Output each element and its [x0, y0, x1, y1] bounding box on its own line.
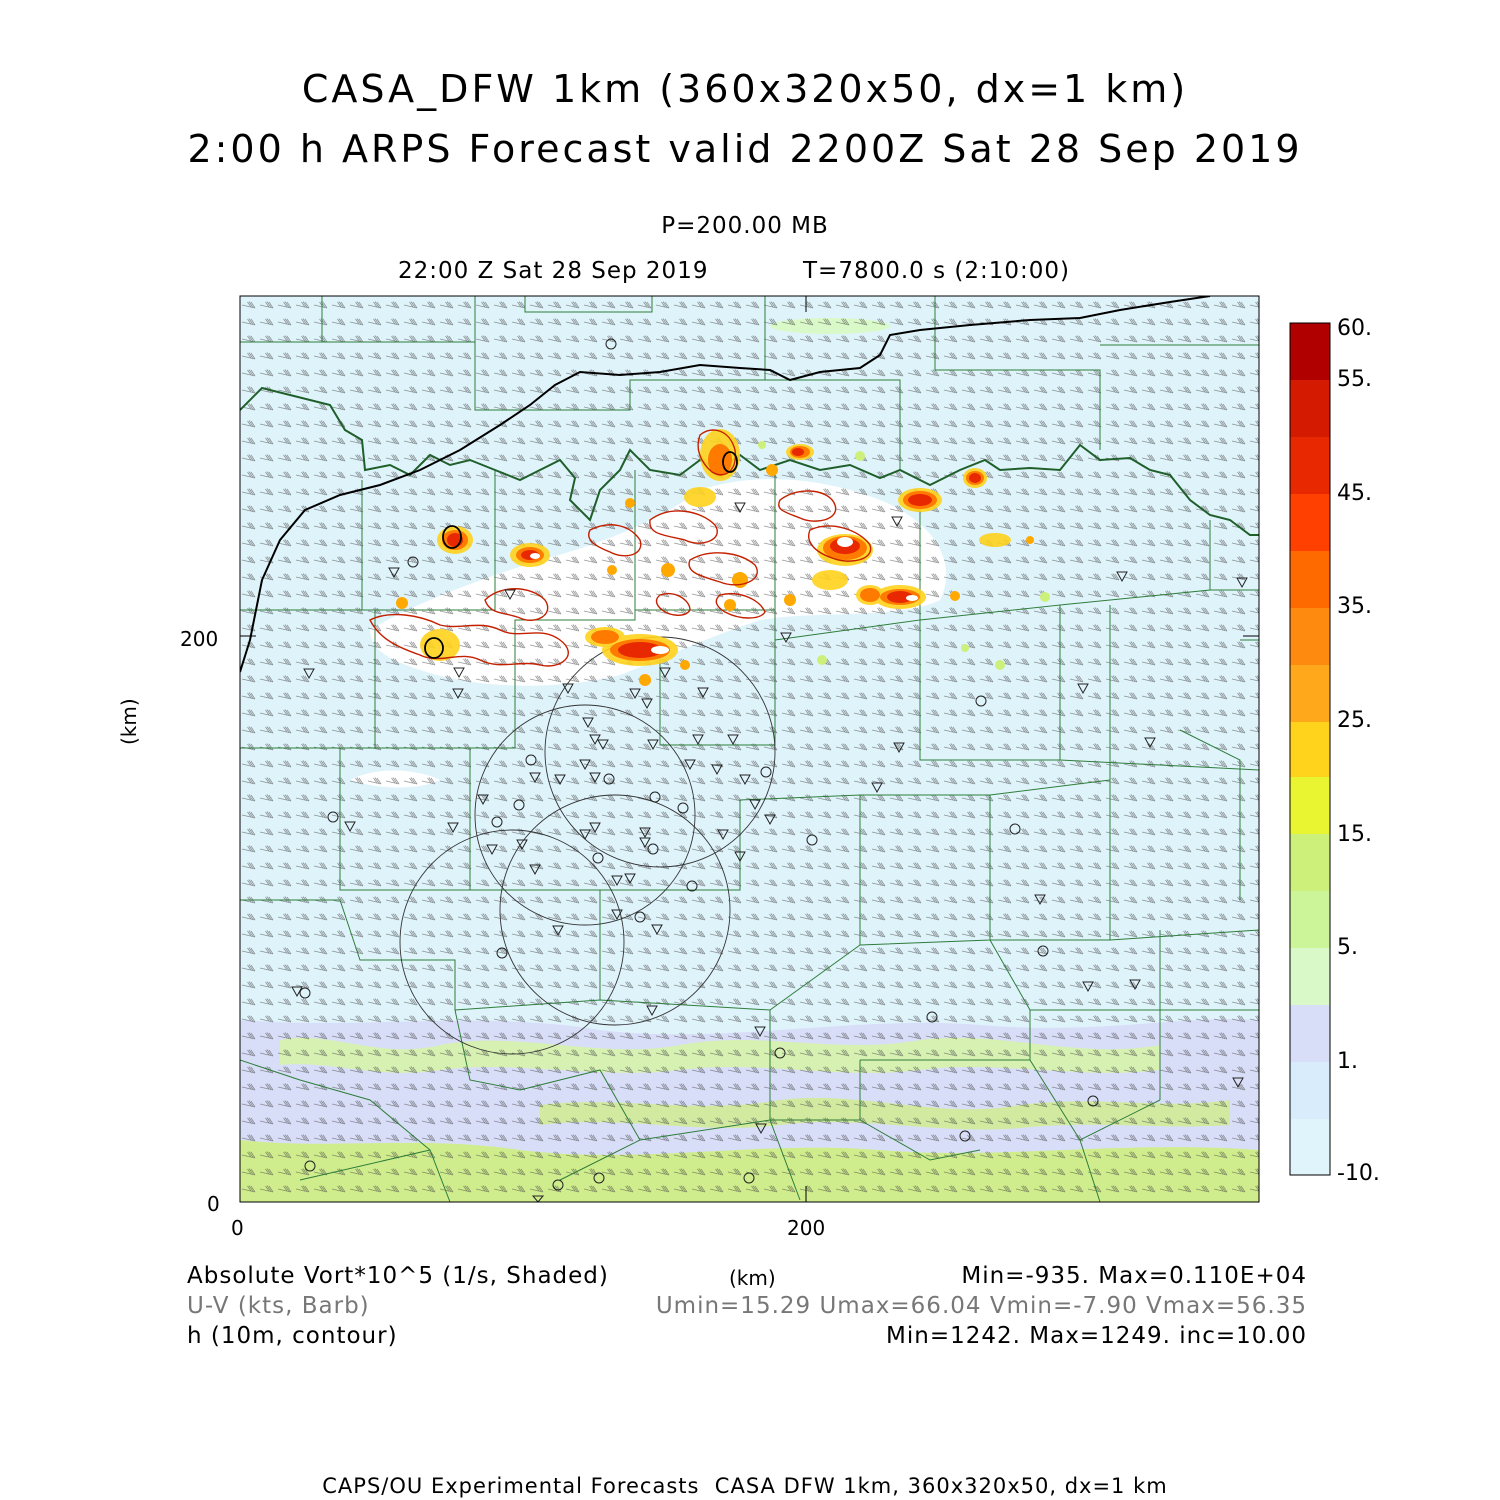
station-markers [291, 338, 1248, 1202]
colorbar-label: 45. [1337, 481, 1372, 506]
colorbar-bin [1290, 665, 1330, 722]
colorbar-label: 35. [1337, 594, 1372, 619]
colorbar-label: -10. [1337, 1161, 1380, 1186]
plot-frame [239, 295, 1260, 1203]
height-contour-line [240, 296, 1211, 673]
vorticity-contours [369, 429, 872, 667]
y-tick-label: 200 [180, 627, 219, 651]
colorbar-bin [1290, 891, 1330, 948]
colorbar-bin [1290, 437, 1330, 494]
y-tick-label: 0 [207, 1192, 220, 1216]
x-axis-label: (km) [729, 1266, 776, 1290]
colorbar-bin [1290, 777, 1330, 834]
pressure-level: P=200.00 MB [661, 213, 829, 239]
x-tick-label: 0 [231, 1216, 244, 1240]
colorbar-label: 5. [1337, 935, 1358, 960]
wind-barbs [240, 296, 1259, 1202]
axis-ticks [240, 296, 1259, 1202]
legend-field-vorticity: Absolute Vort*10^5 (1/s, Shaded) [187, 1263, 609, 1289]
colorbar-bin [1290, 722, 1330, 777]
county-lines [240, 296, 1259, 1202]
map-plot-area [239, 295, 1260, 1203]
legend-field-height: h (10m, contour) [187, 1323, 398, 1349]
colorbar-bin [1290, 834, 1330, 891]
simulation-time: T=7800.0 s (2:10:00) [803, 258, 1071, 284]
height-contour-small [424, 451, 738, 659]
colorbar-label: 60. [1337, 316, 1372, 341]
colorbar-label: 55. [1337, 367, 1372, 392]
map-title-line1: CASA_DFW 1km (360x320x50, dx=1 km) [301, 67, 1189, 111]
colorbar-bin [1290, 380, 1330, 437]
legend-height-stats: Min=1242. Max=1249. inc=10.00 [886, 1323, 1307, 1349]
colorbar-bin [1290, 948, 1330, 1005]
colorbar-label: 15. [1337, 822, 1372, 847]
colorbar-bin [1290, 608, 1330, 665]
colorbar-label: 1. [1337, 1049, 1358, 1074]
colorbar-bin [1290, 1062, 1330, 1119]
valid-time: 22:00 Z Sat 28 Sep 2019 [398, 258, 709, 284]
colorbar [1289, 322, 1331, 1176]
state-border [240, 386, 1259, 536]
colorbar-bin [1290, 494, 1330, 551]
x-tick-label: 200 [787, 1216, 826, 1240]
colorbar-bin [1290, 1119, 1330, 1175]
storm-cells [396, 429, 1050, 686]
legend-wind-stats: Umin=15.29 Umax=66.04 Vmin=-7.90 Vmax=56… [655, 1293, 1307, 1319]
footer-credit: CAPS/OU Experimental Forecasts CASA DFW … [322, 1476, 1168, 1498]
colorbar-bin [1290, 551, 1330, 608]
colorbar-bin [1290, 1005, 1330, 1062]
y-axis-label: (km) [117, 698, 141, 745]
colorbar-label: 25. [1337, 708, 1372, 733]
legend-field-wind: U-V (kts, Barb) [187, 1293, 370, 1319]
colorbar-frame [1289, 322, 1331, 1176]
colorbar-bin [1290, 323, 1330, 380]
legend-vorticity-stats: Min=-935. Max=0.110E+04 [961, 1263, 1307, 1289]
map-title-line2: 2:00 h ARPS Forecast valid 2200Z Sat 28 … [187, 127, 1303, 171]
